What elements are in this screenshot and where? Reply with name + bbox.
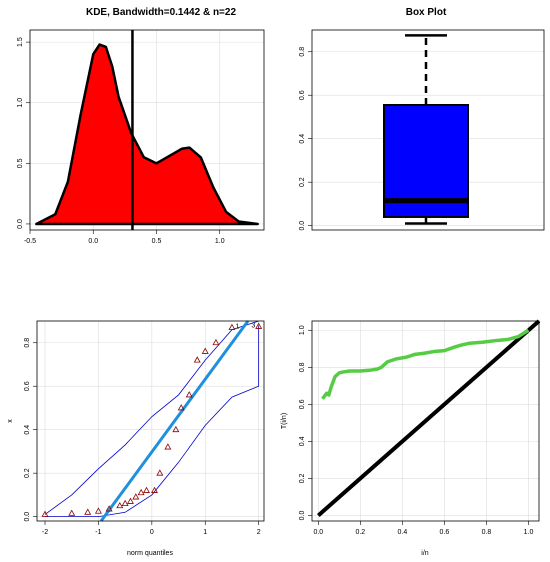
qq-point: [105, 505, 113, 512]
qq-band-upper: [44, 320, 259, 515]
box-panel: Box Plot 0.0 0.2 0.4 0.6 0.8: [299, 7, 545, 231]
box-y-tick-label: 0.6: [299, 90, 306, 100]
qq-y-tick-label: 0.4: [24, 425, 31, 435]
ttt-grid: [312, 321, 539, 521]
kde-title: KDE, Bandwidth=0.1442 & n=22: [86, 7, 236, 18]
qq-point: [201, 347, 209, 354]
qq-y-tick-label: 0.8: [24, 338, 31, 348]
qq-reference-line: [99, 320, 250, 522]
box-y-tick-label: 0.8: [299, 47, 306, 57]
ttt-y-ticks: 0.0 0.2 0.4 0.6 0.8 1.0: [299, 325, 312, 520]
ttt-y-tick-label: 0.0: [299, 510, 306, 520]
qq-point: [185, 391, 193, 398]
qq-point: [156, 469, 164, 476]
qq-confidence-band: [44, 320, 260, 518]
qq-x-tick-label: 0: [150, 529, 154, 536]
qq-point: [172, 425, 180, 433]
qq-point-label: 3: [251, 322, 255, 329]
ttt-y-tick-label: 0.6: [299, 399, 306, 409]
qq-y-ticks: 0.0 0.2 0.4 0.6 0.8: [24, 338, 37, 522]
qq-point: [137, 488, 145, 496]
qq-x-label: norm quantiles: [127, 550, 173, 557]
qq-point-label: 1: [235, 323, 239, 330]
kde-y-ticks: 0.0 0.5 1.0 1.5: [17, 37, 30, 229]
qq-point: [228, 323, 236, 330]
ttt-x-label: i/n: [421, 550, 429, 557]
qq-x-tick-label: 2: [257, 529, 261, 536]
box-title: Box Plot: [406, 7, 447, 18]
ttt-x-tick-label: 0.2: [355, 529, 365, 536]
qq-x-ticks: -2 -1 0 1 2: [42, 521, 261, 536]
qq-point: [164, 443, 172, 450]
kde-y-tick-label: 0.5: [17, 158, 24, 168]
box-y-tick-label: 0.4: [299, 134, 306, 144]
ttt-panel: 0.0 0.2 0.4 0.6 0.8 1.0 0.0 0.2 0.4 0.6 0.8 1.0 i/…: [281, 319, 541, 557]
ttt-y-tick-label: 1.0: [299, 325, 306, 335]
kde-x-tick-label: 0.0: [88, 238, 98, 245]
qq-y-tick-label: 0.6: [24, 381, 31, 391]
ttt-x-tick-label: 0.4: [398, 529, 408, 536]
qq-point: [94, 507, 102, 514]
box-y-ticks: 0.0 0.2 0.4 0.6 0.8: [299, 47, 312, 231]
ttt-x-tick-label: 1.0: [524, 529, 534, 536]
qq-point: [143, 486, 150, 493]
kde-y-tick-label: 0.0: [17, 219, 24, 229]
qq-point: [121, 499, 129, 507]
qq-point: [193, 356, 201, 363]
qq-point: [68, 509, 76, 516]
kde-x-tick-label: -0.5: [24, 238, 36, 245]
kde-x-tick-label: 0.5: [152, 238, 162, 245]
qq-point: [212, 338, 220, 346]
kde-frame: [29, 29, 265, 231]
kde-y-tick-label: 1.0: [17, 98, 24, 108]
qq-point: [41, 510, 49, 517]
box-grid: [312, 51, 544, 226]
kde-panel: KDE, Bandwidth=0.1442 & n=22 -0.5 0.0 0.5 1…: [17, 7, 265, 245]
qq-point: [177, 404, 185, 411]
ttt-y-tick-label: 0.4: [299, 436, 306, 446]
ttt-y-label: T(i/n): [281, 413, 288, 429]
ttt-x-tick-label: 0.8: [482, 529, 492, 536]
kde-y-tick-label: 1.5: [17, 37, 24, 47]
kde-density-area: [35, 43, 259, 226]
ttt-curve: [321, 328, 530, 400]
qq-x-tick-label: 1: [203, 529, 207, 536]
ttt-x-tick-label: 0.6: [440, 529, 450, 536]
qq-x-tick-label: -2: [42, 529, 48, 536]
ttt-y-tick-label: 0.2: [299, 473, 306, 483]
qq-point: [116, 501, 124, 509]
box-y-tick-label: 0.0: [299, 221, 306, 231]
qq-point: [84, 508, 92, 515]
qq-x-tick-label: -1: [95, 529, 101, 536]
box-frame: [311, 29, 545, 231]
ttt-frame: [311, 320, 540, 522]
qq-frame: [36, 320, 265, 522]
qq-point: [151, 486, 158, 493]
qq-band-lower: [45, 325, 260, 518]
kde-x-ticks: -0.5 0.0 0.5 1.0: [24, 230, 225, 245]
qq-grid: [37, 321, 264, 521]
box-y-tick-label: 0.2: [299, 177, 306, 187]
qq-y-tick-label: 0.2: [24, 468, 31, 478]
qq-y-tick-label: 0.0: [24, 512, 31, 522]
qq-y-label: x: [7, 419, 14, 423]
ttt-y-tick-label: 0.8: [299, 362, 306, 372]
qq-point: [132, 493, 140, 500]
ttt-x-tick-label: 0.0: [313, 529, 323, 536]
qq-point: [126, 497, 134, 504]
box-shape: [383, 34, 469, 225]
ttt-x-ticks: 0.0 0.2 0.4 0.6 0.8 1.0: [313, 521, 533, 536]
ttt-diagonal-line: [316, 319, 541, 517]
kde-x-tick-label: 1.0: [215, 238, 225, 245]
qq-point: [255, 322, 263, 329]
